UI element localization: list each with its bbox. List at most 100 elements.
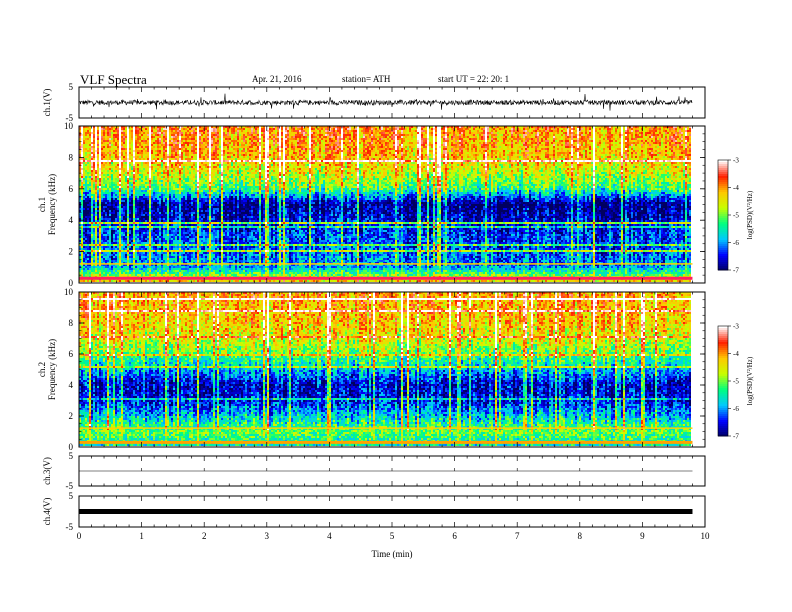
spectrogram-cell xyxy=(81,130,83,132)
spectrogram-cell xyxy=(83,130,85,132)
spectrogram-cell xyxy=(255,128,257,130)
spectrogram-cell xyxy=(597,128,599,130)
spectrogram-cell xyxy=(325,128,327,130)
spectrogram-cell xyxy=(625,128,627,130)
spectrogram-cell xyxy=(127,128,129,130)
spectrogram-cell xyxy=(333,130,335,132)
spectrogram-cell xyxy=(659,128,661,130)
spectrogram-cell xyxy=(213,130,215,132)
spectrogram-cell xyxy=(223,130,225,132)
spectrogram-cell xyxy=(189,128,191,130)
spectrogram-cell xyxy=(639,128,641,130)
spectrogram-cell xyxy=(229,130,231,132)
spectrogram-cell xyxy=(609,128,611,130)
spectrogram-cell xyxy=(263,128,265,130)
spectrogram-cell xyxy=(103,130,105,132)
spectrogram-cell xyxy=(173,128,175,130)
spectrogram-cell xyxy=(161,130,163,132)
spectrogram-cell xyxy=(421,128,423,130)
spectrogram-cell xyxy=(535,128,537,130)
spectrogram-cell xyxy=(307,130,309,132)
spectrogram-cell xyxy=(407,130,409,132)
spectrogram-cell xyxy=(379,130,381,132)
spectrogram-cell xyxy=(487,128,489,130)
spectrogram-cell xyxy=(319,130,321,132)
spectrogram-cell xyxy=(471,128,473,130)
spectrogram-cell xyxy=(381,130,383,132)
spectrogram-cell xyxy=(529,130,531,132)
spectrogram-cell xyxy=(233,130,235,132)
spectrogram-cell xyxy=(219,128,221,130)
spectrogram-cell xyxy=(473,128,475,130)
spectrogram-cell xyxy=(587,128,589,130)
spectrogram-cell xyxy=(153,130,155,132)
spectrogram-cell xyxy=(511,130,513,132)
spectrogram-cell xyxy=(117,130,119,132)
spectrogram-cell xyxy=(339,128,341,130)
spectrogram-cell xyxy=(413,130,415,132)
spectrogram-cell xyxy=(495,130,497,132)
spectrogram-cell xyxy=(499,128,501,130)
spectrogram-cell xyxy=(151,130,153,132)
spectrogram-cell xyxy=(449,130,451,132)
spectrogram-cell xyxy=(91,130,93,132)
spectrogram-cell xyxy=(111,128,113,130)
spectrogram-cell xyxy=(375,128,377,130)
spectrogram-cell xyxy=(117,128,119,130)
spectrogram-cell xyxy=(211,130,213,132)
spectrogram-cell xyxy=(163,130,165,132)
spectrogram-cell xyxy=(385,128,387,130)
spectrogram-cell xyxy=(505,130,507,132)
spectrogram-cell xyxy=(681,128,683,130)
spectrogram-cell xyxy=(179,130,181,132)
spectrogram-cell xyxy=(351,128,353,130)
spectrogram-cell xyxy=(443,128,445,130)
spectrogram-cell xyxy=(89,128,91,130)
spectrogram-cell xyxy=(137,128,139,130)
spectrogram-cell xyxy=(165,130,167,132)
spectrogram-cell xyxy=(105,128,107,130)
spectrogram-cell xyxy=(177,130,179,132)
spectrogram-cell xyxy=(347,130,349,132)
spectrogram-cell xyxy=(155,128,157,130)
spectrogram-cell xyxy=(573,128,575,130)
spectrogram-cell xyxy=(351,130,353,132)
spectrogram-cell xyxy=(537,130,539,132)
spectrogram-cell xyxy=(387,130,389,132)
spectrogram-cell xyxy=(139,128,141,130)
spectrogram-cell xyxy=(97,130,99,132)
spectrogram-cell xyxy=(345,128,347,130)
spectrogram-cell xyxy=(175,128,177,130)
spectrogram-cell xyxy=(397,128,399,130)
spectrogram-cell xyxy=(175,130,177,132)
spectrogram-cell xyxy=(363,128,365,130)
spectrogram-cell xyxy=(601,128,603,130)
station-label: station= ATH xyxy=(342,74,391,84)
spectrogram-cell xyxy=(449,128,451,130)
spectrogram-cell xyxy=(123,130,125,132)
spectrogram-cell xyxy=(83,128,85,130)
spectrogram-cell xyxy=(393,130,395,132)
spectrogram-cell xyxy=(283,128,285,130)
spectrogram-cell xyxy=(131,130,133,132)
spectrogram-cell xyxy=(243,130,245,132)
spectrogram-cell xyxy=(685,128,687,130)
spectrogram-cell xyxy=(187,130,189,132)
spectrogram-cell xyxy=(651,128,653,130)
spectrogram-cell xyxy=(563,128,565,130)
spectrogram-cell xyxy=(525,128,527,130)
spectrogram-cell xyxy=(535,130,537,132)
spectrogram-cell xyxy=(505,128,507,130)
spectrogram-cell xyxy=(409,128,411,130)
spectrogram-cell xyxy=(149,128,151,130)
spectrogram-cell xyxy=(143,130,145,132)
spectrogram-cell xyxy=(125,128,127,130)
spectrogram-cell xyxy=(515,128,517,130)
spectrogram-cell xyxy=(181,128,183,130)
spectrogram-cell xyxy=(423,128,425,130)
spectrogram-cell xyxy=(605,128,607,130)
spectrogram-cell xyxy=(401,130,403,132)
spectrogram-cell xyxy=(503,130,505,132)
spectrogram-cell xyxy=(255,130,257,132)
spectrogram-cell xyxy=(485,130,487,132)
